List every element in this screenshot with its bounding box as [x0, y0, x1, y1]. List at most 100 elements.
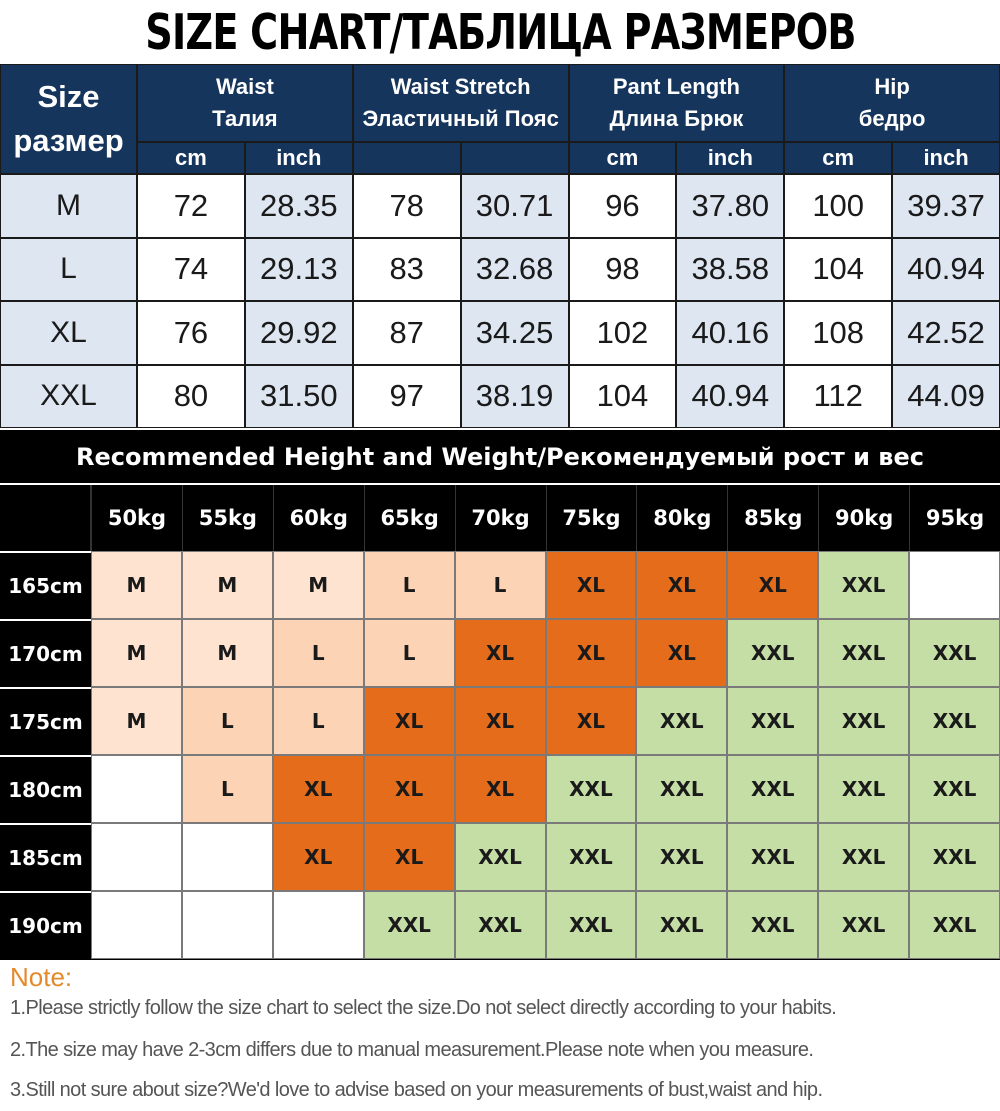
recommend-cell: XL — [545, 687, 637, 755]
note-line-1: 1.Please strictly follow the size chart … — [10, 997, 837, 1019]
recommend-cell: XXL — [727, 891, 819, 959]
note-line-3: 3.Still not sure about size?We'd love to… — [10, 1079, 823, 1101]
notes-section: Note: 1.Please strictly follow the size … — [0, 960, 1000, 1111]
weight-header-75kg: 75kg — [545, 485, 637, 551]
size-value-cell: 40.16 — [676, 301, 785, 365]
size-value-cell: 38.19 — [460, 364, 569, 428]
size-value-cell: 40.94 — [892, 237, 1000, 301]
weight-header-70kg: 70kg — [454, 485, 546, 551]
recommend-cell: XXL — [818, 687, 910, 755]
group-header-en-0: Waist — [215, 74, 274, 99]
recommend-cell — [91, 891, 182, 959]
recommend-cell: XXL — [818, 551, 910, 619]
height-header-185cm: 185cm — [0, 823, 91, 891]
recommend-cell: XXL — [636, 823, 728, 891]
note-title: Note: — [10, 962, 73, 992]
size-value-cell: 29.92 — [244, 301, 353, 365]
group-header-ru-0: Талия — [212, 106, 278, 131]
size-value-cell: 74 — [137, 237, 245, 301]
recommend-cell: XXL — [818, 755, 910, 823]
weight-header-90kg: 90kg — [818, 485, 910, 551]
unit-header-6: cm — [784, 142, 893, 174]
size-value-cell: 34.25 — [460, 301, 569, 365]
recommend-cell: XXL — [545, 891, 637, 959]
recommend-cell: XL — [363, 755, 455, 823]
recommend-cell: XXL — [363, 891, 455, 959]
recommend-cell: XXL — [454, 823, 546, 891]
recommend-cell: XXL — [545, 823, 637, 891]
size-value-cell: 72 — [137, 174, 245, 238]
recommend-corner — [0, 485, 91, 551]
group-header-ru-2: Длина Брюк — [609, 106, 744, 131]
recommended-height-weight-table: Recommended Height and Weight/Рекомендуе… — [0, 430, 1000, 960]
recommend-cell: L — [363, 551, 455, 619]
group-header-en-1: Waist Stretch — [390, 74, 531, 99]
height-header-180cm: 180cm — [0, 755, 91, 823]
recommend-cell: XL — [727, 551, 819, 619]
recommend-cell: XL — [363, 687, 455, 755]
recommend-cell: M — [91, 687, 182, 755]
recommend-cell: L — [363, 619, 455, 687]
unit-header-1: inch — [244, 142, 353, 174]
size-label-xl: XL — [0, 301, 137, 365]
recommend-cell: XXL — [636, 755, 728, 823]
weight-header-60kg: 60kg — [272, 485, 364, 551]
recommend-cell: M — [181, 619, 273, 687]
recommend-cell: XL — [545, 551, 637, 619]
group-header-1: Waist Stretch Эластичный Пояс — [352, 64, 569, 142]
size-value-cell: 98 — [568, 237, 677, 301]
weight-header-85kg: 85kg — [727, 485, 819, 551]
group-header-ru-1: Эластичный Пояс — [362, 106, 559, 131]
size-value-cell: 87 — [352, 301, 461, 365]
height-header-190cm: 190cm — [0, 891, 91, 959]
size-header-cell: Size размер — [0, 64, 137, 174]
size-value-cell: 38.58 — [676, 237, 785, 301]
size-value-cell: 80 — [137, 364, 245, 428]
recommend-cell: XL — [454, 755, 546, 823]
recommend-cell: XXL — [636, 891, 728, 959]
recommend-cell: L — [454, 551, 546, 619]
recommend-cell — [909, 551, 1000, 619]
unit-header-0: cm — [137, 142, 245, 174]
group-header-3: Hip бедро — [784, 64, 1000, 142]
unit-header-4: cm — [568, 142, 677, 174]
recommend-cell: XXL — [727, 755, 819, 823]
size-value-cell: 96 — [568, 174, 677, 238]
recommend-cell: XXL — [818, 891, 910, 959]
size-value-cell: 31.50 — [244, 364, 353, 428]
weight-header-50kg: 50kg — [91, 485, 182, 551]
recommend-cell: XXL — [909, 823, 1000, 891]
recommend-title: Recommended Height and Weight/Рекомендуе… — [0, 430, 1000, 485]
group-header-2: Pant Length Длина Брюк — [568, 64, 785, 142]
page-title: SIZE CHART/ТАБЛИЦА РАЗМЕРОВ — [0, 0, 1000, 64]
recommend-cell — [272, 891, 364, 959]
size-value-cell: 42.52 — [892, 301, 1000, 365]
size-value-cell: 83 — [352, 237, 461, 301]
recommend-cell — [181, 823, 273, 891]
note-line-2: 2.The size may have 2-3cm differs due to… — [10, 1039, 814, 1061]
unit-header-7: inch — [892, 142, 1000, 174]
size-value-cell: 32.68 — [460, 237, 569, 301]
size-value-cell: 44.09 — [892, 364, 1000, 428]
size-value-cell: 104 — [568, 364, 677, 428]
size-value-cell: 104 — [784, 237, 893, 301]
size-value-cell: 39.37 — [892, 174, 1000, 238]
size-header-en: Size — [37, 79, 100, 114]
recommend-cell — [91, 755, 182, 823]
height-header-175cm: 175cm — [0, 687, 91, 755]
height-header-165cm: 165cm — [0, 551, 91, 619]
recommend-cell: L — [181, 755, 273, 823]
recommend-cell: XXL — [909, 755, 1000, 823]
recommend-cell: XXL — [727, 823, 819, 891]
recommend-cell — [181, 891, 273, 959]
size-label-m: M — [0, 174, 137, 238]
recommend-cell: XL — [363, 823, 455, 891]
recommend-cell: XXL — [727, 619, 819, 687]
recommend-cell: XL — [636, 551, 728, 619]
recommend-cell: L — [272, 687, 364, 755]
recommend-cell: M — [181, 551, 273, 619]
size-value-cell: 37.80 — [676, 174, 785, 238]
group-header-ru-3: бедро — [858, 106, 926, 131]
recommend-cell: XXL — [727, 687, 819, 755]
size-value-cell: 28.35 — [244, 174, 353, 238]
